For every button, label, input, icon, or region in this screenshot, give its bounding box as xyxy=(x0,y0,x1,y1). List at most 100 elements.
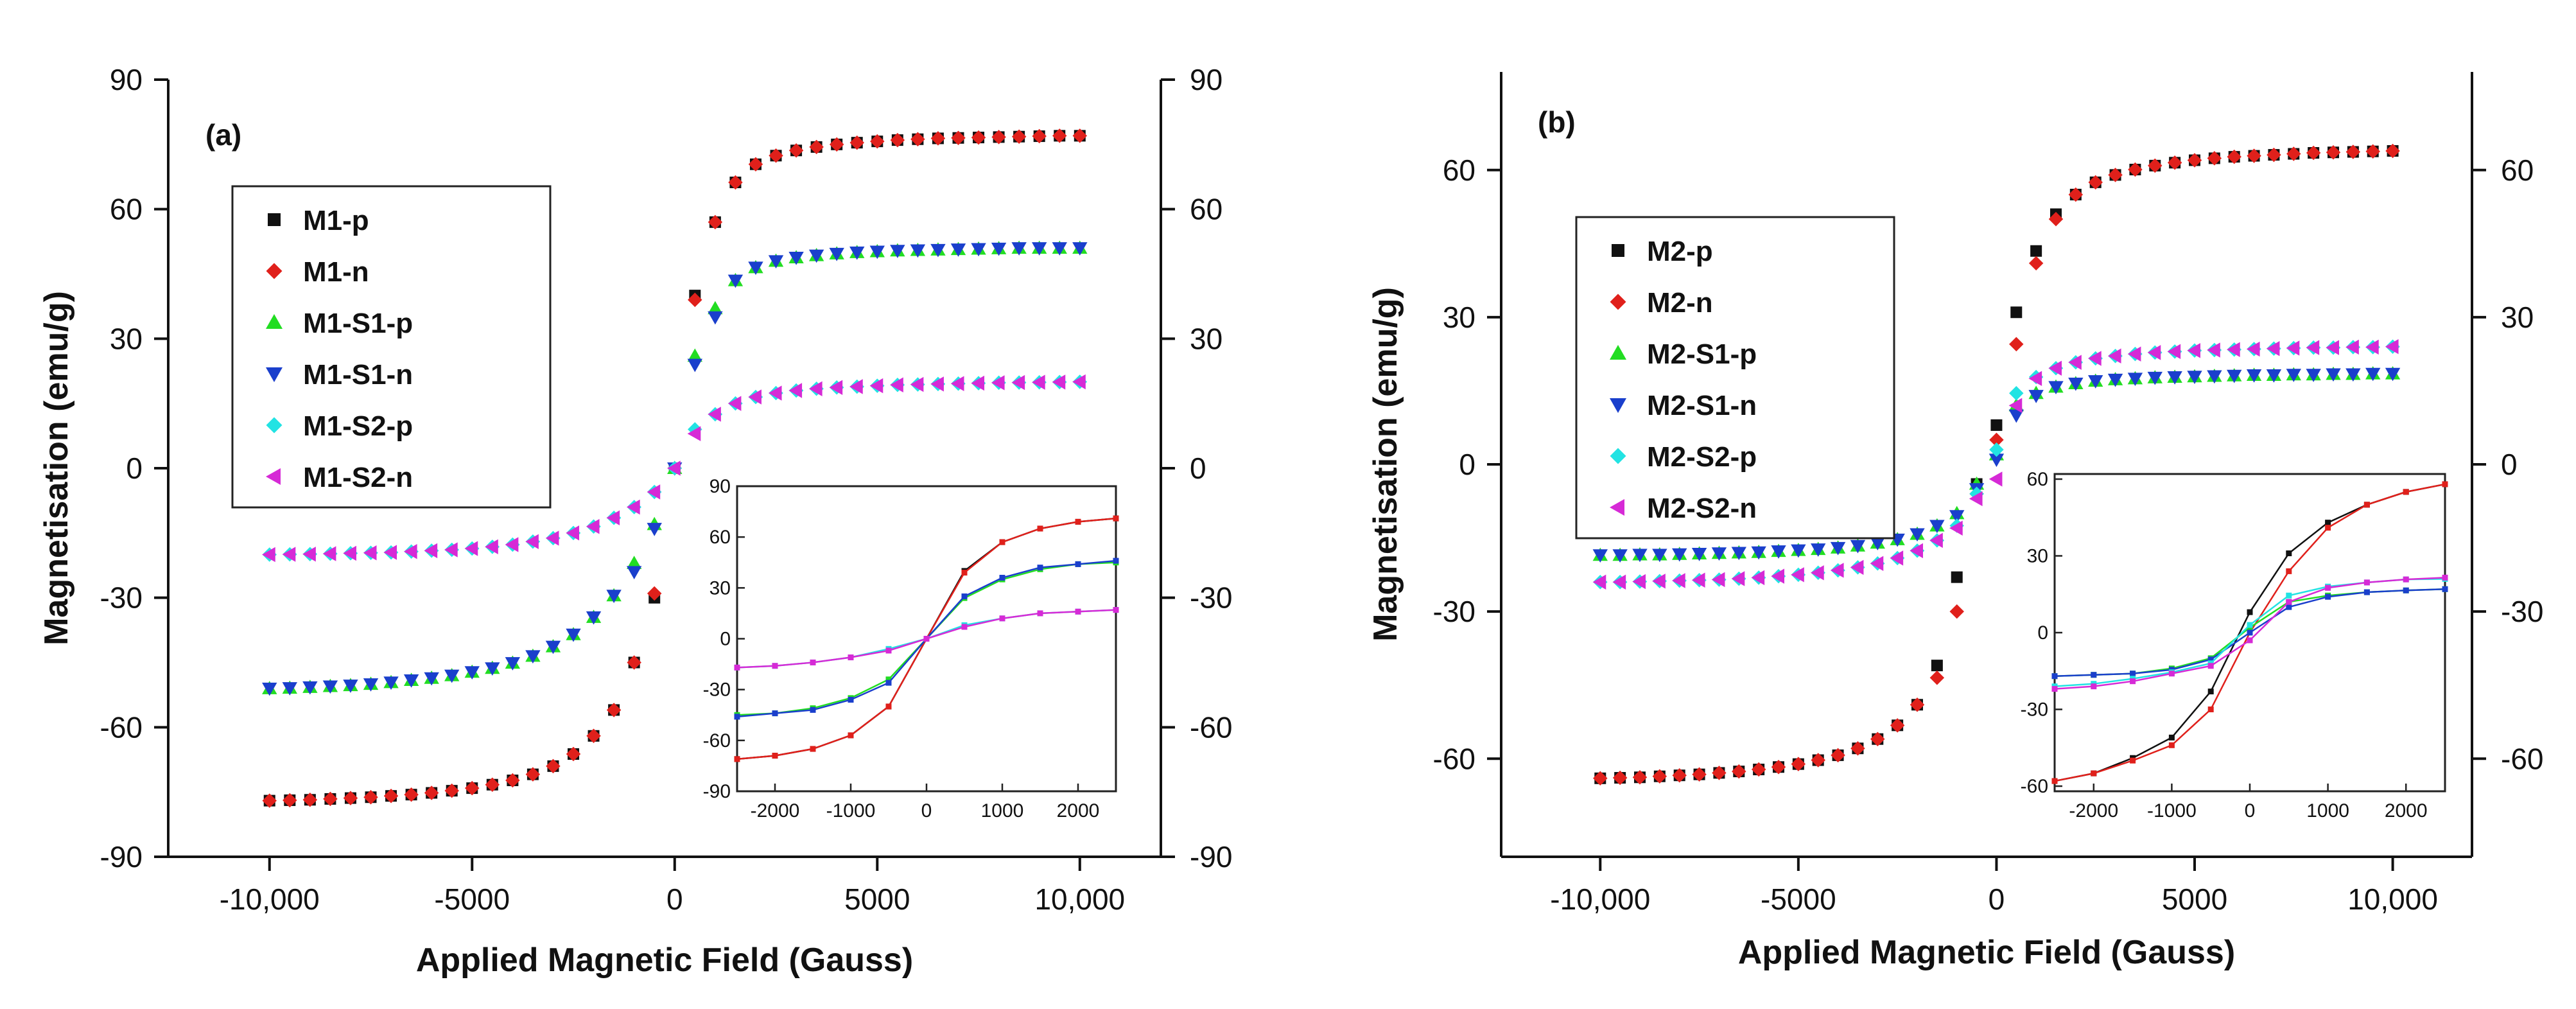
data-point xyxy=(2345,145,2361,159)
data-point xyxy=(647,523,662,536)
data-point xyxy=(525,534,539,549)
data-point xyxy=(809,139,824,155)
data-point xyxy=(586,519,600,534)
inset-data-point xyxy=(2442,586,2448,592)
data-point xyxy=(2227,342,2240,357)
data-point xyxy=(403,544,417,559)
data-point xyxy=(2068,377,2084,391)
data-point xyxy=(2187,343,2200,358)
data-point xyxy=(687,358,703,373)
data-point xyxy=(2088,175,2103,190)
data-point xyxy=(1751,546,1766,560)
data-point xyxy=(1990,419,2003,431)
data-point xyxy=(2127,346,2141,362)
inset-data-point xyxy=(2442,481,2448,487)
legend-label: M2-S1-p xyxy=(1647,338,1757,370)
data-point xyxy=(2326,145,2341,160)
data-point xyxy=(1652,548,1667,563)
y-tick-label-right: 60 xyxy=(1190,193,1223,226)
legend-marker xyxy=(1610,294,1626,310)
inset-data-point xyxy=(734,756,740,762)
data-point xyxy=(283,793,297,808)
data-point xyxy=(1791,567,1804,583)
legend-label: M2-S1-n xyxy=(1647,390,1757,421)
inset-y-tick-label: 60 xyxy=(2027,469,2048,490)
x-tick-label: 5000 xyxy=(844,882,910,916)
data-point xyxy=(2306,369,2321,382)
inset-data-point xyxy=(999,539,1005,545)
data-point xyxy=(2286,146,2301,161)
inset-chart: -2000 -1000 0 1000 2000 -60 -30 0 30 60 xyxy=(2021,469,2448,821)
data-point xyxy=(1632,770,1648,785)
data-point xyxy=(910,244,926,258)
data-point xyxy=(1712,766,1727,780)
inset-x-tick-label: 0 xyxy=(921,800,932,821)
data-point xyxy=(849,135,864,150)
inset-data-point xyxy=(810,706,816,713)
inset-data-point xyxy=(2168,734,2175,741)
data-point xyxy=(2010,306,2023,319)
legend-label: M1-p xyxy=(303,205,369,236)
data-point xyxy=(1870,537,1885,550)
data-point xyxy=(1989,453,2005,468)
data-point xyxy=(2088,375,2103,389)
data-point xyxy=(687,348,703,362)
inset-x-tick-label: -1000 xyxy=(826,800,876,821)
inset-series-M2-S2-n xyxy=(2051,574,2448,692)
data-point xyxy=(890,132,905,148)
inset-data-point xyxy=(2286,568,2292,574)
y-axis-label: Magnetisation (emu/g) xyxy=(38,291,75,645)
data-point xyxy=(1751,762,1766,777)
data-point xyxy=(2048,360,2062,376)
y-tick-label-right: 0 xyxy=(2501,448,2518,481)
inset-data-point xyxy=(1037,525,1043,532)
data-point xyxy=(424,543,438,559)
inset-data-point xyxy=(2403,576,2409,583)
data-point xyxy=(2365,367,2381,382)
data-point xyxy=(566,525,580,541)
data-point xyxy=(1929,670,1945,685)
inset-data-point xyxy=(1113,515,1119,522)
x-tick-label: 0 xyxy=(1989,882,2005,916)
data-point xyxy=(1731,547,1746,561)
data-point xyxy=(647,484,661,500)
data-point xyxy=(2068,187,2084,202)
inset-data-point xyxy=(810,746,816,752)
data-point xyxy=(626,499,640,515)
legend-box xyxy=(231,185,552,509)
x-tick-label: -5000 xyxy=(434,882,510,916)
data-point xyxy=(343,545,356,561)
data-point xyxy=(2365,144,2380,159)
inset-x-tick-label: 2000 xyxy=(2385,800,2428,821)
legend-marker xyxy=(266,367,283,382)
data-point xyxy=(1592,574,1606,590)
data-point xyxy=(748,261,763,276)
inset-y-tick-label: -90 xyxy=(703,781,731,802)
chart-panel-b: -10,000 -5000 0 5000 10,000 -60 -60 -30 -30 0 0 30 3… xyxy=(1367,72,2543,971)
data-point xyxy=(424,672,439,686)
data-point xyxy=(1011,242,1027,256)
data-point xyxy=(971,130,986,145)
data-point xyxy=(546,759,561,774)
data-point xyxy=(2286,369,2301,382)
data-point xyxy=(1052,374,1066,390)
data-point xyxy=(485,777,500,792)
data-point xyxy=(1811,543,1826,557)
inset-data-point xyxy=(1075,608,1081,615)
data-point xyxy=(363,678,379,692)
inset-data-point xyxy=(734,714,740,720)
data-point xyxy=(1791,757,1806,771)
inset-data-point xyxy=(2325,520,2331,526)
data-point xyxy=(1732,764,1746,779)
data-point xyxy=(2306,145,2321,161)
legend-label: M1-S2-p xyxy=(303,410,413,442)
panel-label: (a) xyxy=(205,118,241,152)
legend-marker xyxy=(266,314,283,329)
inset-data-point xyxy=(2363,579,2370,586)
data-point xyxy=(1989,442,2004,457)
inset-data-point xyxy=(772,710,778,717)
inset-x-tick-label: 0 xyxy=(2245,800,2256,821)
data-point xyxy=(2207,151,2222,166)
data-point xyxy=(2207,342,2220,358)
inset-data-point xyxy=(961,593,968,600)
